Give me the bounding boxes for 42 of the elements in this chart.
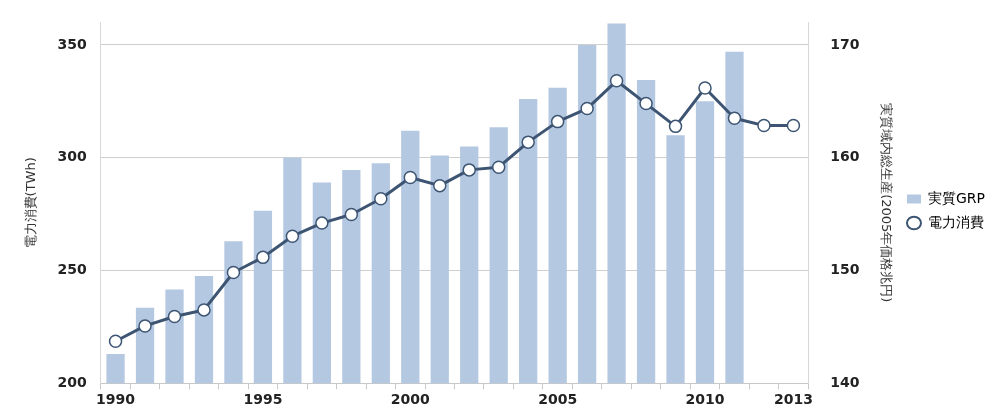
point <box>639 96 653 111</box>
point <box>285 229 300 243</box>
y-tick-label: 250 <box>57 261 88 278</box>
point <box>491 160 506 174</box>
point <box>786 118 801 133</box>
x-tick-label: 2013 <box>773 391 813 408</box>
y2-tick-label: 140 <box>830 373 860 390</box>
x-tick-label: 2005 <box>538 391 578 408</box>
point <box>580 101 594 116</box>
x-tick-label: 2000 <box>390 391 431 408</box>
y2-tick-label: 170 <box>830 35 860 52</box>
legend-label: 実質GRP <box>927 189 986 206</box>
y2-tick-label: 160 <box>830 148 860 165</box>
x-tick-label: 2010 <box>685 391 725 408</box>
y-axis-title: 電力消費(TWh) <box>23 157 39 249</box>
point <box>256 250 270 265</box>
legend-label: 電力消費 <box>927 213 984 230</box>
point <box>344 207 359 222</box>
point <box>433 178 447 193</box>
x-tick-label: 1990 <box>96 391 136 408</box>
point <box>609 74 624 88</box>
point <box>197 303 211 317</box>
point <box>315 216 329 230</box>
point <box>226 265 241 280</box>
point <box>167 309 182 324</box>
y2-tick-label: 150 <box>830 261 860 278</box>
y-tick-label: 300 <box>57 148 88 165</box>
y2-axis-title: 実質域内総生産(2005年価格兆円) <box>878 103 894 303</box>
point <box>757 118 771 133</box>
y-tick-label: 200 <box>57 373 88 390</box>
x-tick-label: 1995 <box>243 391 283 408</box>
point <box>403 170 418 185</box>
point <box>668 119 683 134</box>
point <box>138 319 152 333</box>
point <box>550 114 565 129</box>
point <box>521 135 535 149</box>
point <box>108 334 123 349</box>
y-tick-label: 350 <box>57 35 88 52</box>
point <box>462 163 476 177</box>
point <box>374 191 388 206</box>
point <box>698 81 712 95</box>
point <box>727 111 742 125</box>
